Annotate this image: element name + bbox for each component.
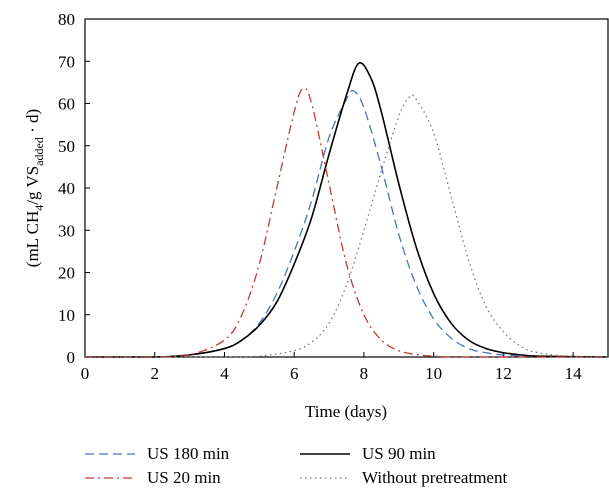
legend-label-2: US 20 min [147,468,221,487]
y-tick-label: 30 [58,221,75,240]
plot-area-group: 0 2 4 6 8 10 12 14 0 10 20 30 40 50 60 70 80 [58,10,609,383]
y-tick-label: 70 [58,52,75,71]
y-axis-label: (mL CH4/g VSadded · d) [23,109,46,267]
x-tick-label: 10 [425,364,442,383]
series-line-1 [85,62,609,358]
x-tick-label: 2 [150,364,159,383]
y-tick-label: 0 [67,348,76,367]
x-tick-label: 12 [495,364,512,383]
y-tick-label: 40 [58,179,75,198]
legend: US 180 min US 90 min US 20 min Without pret… [85,444,507,487]
y-axis-label-prefix: (mL CH [23,211,42,268]
y-axis-label-sub2: added [32,137,46,166]
y-tick-label: 20 [58,264,75,283]
x-tick-label: 8 [360,364,369,383]
x-tick-label: 6 [290,364,299,383]
legend-label-3: Without pretreatment [362,468,507,487]
y-axis-label-middle: /g VS [23,166,42,205]
series-line-3 [85,94,609,358]
series-line-2 [85,87,608,358]
x-tick-label: 0 [81,364,90,383]
series-lines [85,62,609,358]
y-axis-label-suffix: · d) [23,109,42,137]
y-tick-label: 80 [58,10,75,29]
x-tick-label: 14 [565,364,583,383]
legend-label-1: US 90 min [362,444,436,463]
series-line-0 [85,89,609,358]
y-axis-label-sub1: 4 [32,205,46,211]
y-tick-label: 60 [58,95,75,114]
plot-frame [84,18,609,358]
axis-ticks: 0 2 4 6 8 10 12 14 0 10 20 30 40 50 60 70 80 [58,10,582,383]
legend-label-0: US 180 min [147,444,230,463]
x-axis-label: Time (days) [305,402,387,421]
x-tick-label: 4 [220,364,229,383]
y-tick-label: 50 [58,137,75,156]
y-tick-label: 10 [58,306,75,325]
